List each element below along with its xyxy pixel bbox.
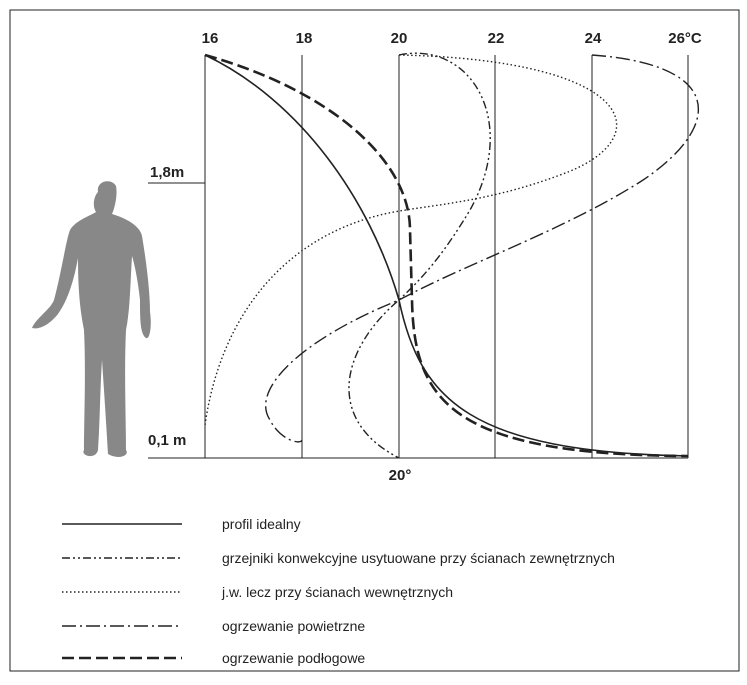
curve-convector-inner — [204, 54, 618, 426]
legend-label: ogrzewanie powietrzne — [222, 618, 365, 634]
curves — [204, 52, 700, 459]
legend-label: profil idealny — [222, 516, 301, 532]
legend: profil idealny grzejniki konwekcyjne usy… — [62, 516, 615, 666]
tick-label: 20 — [391, 30, 408, 47]
tick-label: 18 — [296, 30, 313, 47]
tick-label: 22 — [488, 30, 505, 47]
curve-ideal — [204, 54, 689, 457]
human-silhouette — [32, 181, 151, 457]
frame — [9, 9, 740, 672]
grid — [148, 55, 689, 459]
curve-air — [264, 54, 700, 443]
legend-label: grzejniki konwekcyjne usytuowane przy śc… — [222, 550, 615, 566]
legend-label: ogrzewanie podłogowe — [222, 650, 365, 666]
curve-convector-outer — [348, 52, 491, 459]
curve-floor — [204, 53, 689, 458]
tick-label: 24 — [585, 30, 602, 47]
tick-label: 26°C — [668, 30, 702, 47]
top-ticks: 16 18 20 22 24 26°C — [202, 30, 702, 47]
bottom-label: 20° — [389, 467, 412, 484]
height-label: 1,8m — [150, 164, 184, 181]
tick-label: 16 — [202, 30, 219, 47]
legend-label: j.w. lecz przy ścianach wewnętrznych — [221, 584, 453, 600]
height-label: 0,1 m — [148, 432, 186, 449]
